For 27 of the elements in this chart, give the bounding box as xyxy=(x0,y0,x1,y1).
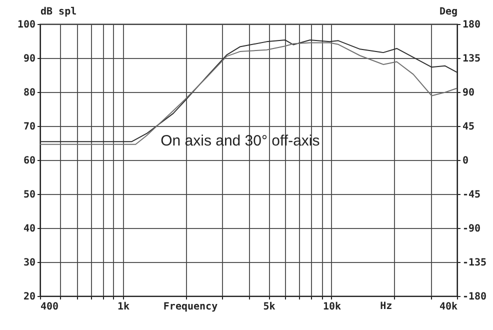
y2-tick-label: 135 xyxy=(462,54,481,64)
y2-axis-title: Deg xyxy=(439,6,458,18)
x-tick-label: 1k xyxy=(117,302,130,312)
y2-tick-label: 180 xyxy=(462,20,481,30)
y-tick-label: 30 xyxy=(23,258,36,268)
x-tick-label: 40k xyxy=(439,302,458,312)
y-tick-label: 100 xyxy=(17,20,36,30)
x-axis-title: Frequency xyxy=(163,302,218,312)
x-tick-label: 10k xyxy=(322,302,341,312)
y2-tick-label: 45 xyxy=(462,122,475,132)
y-tick-label: 60 xyxy=(23,156,36,166)
y2-tick-label: -45 xyxy=(462,190,481,200)
y2-tick-label: -90 xyxy=(462,224,481,234)
y2-tick-label: 0 xyxy=(462,156,469,166)
y-tick-label: 50 xyxy=(23,190,36,200)
y-tick-label: 70 xyxy=(23,122,36,132)
x-tick-label: 5k xyxy=(263,302,276,312)
y-tick-label: 90 xyxy=(23,54,36,64)
y-tick-label: 80 xyxy=(23,88,36,98)
x-tick-label: 400 xyxy=(40,302,59,312)
y2-tick-label: -135 xyxy=(462,258,487,268)
y-tick-label: 20 xyxy=(23,292,36,302)
y2-tick-label: 90 xyxy=(462,88,475,98)
y-axis-title: dB spl xyxy=(40,6,77,18)
text: Hz xyxy=(380,301,392,312)
y2-tick-label: -180 xyxy=(462,292,487,302)
y-tick-label: 40 xyxy=(23,224,36,234)
